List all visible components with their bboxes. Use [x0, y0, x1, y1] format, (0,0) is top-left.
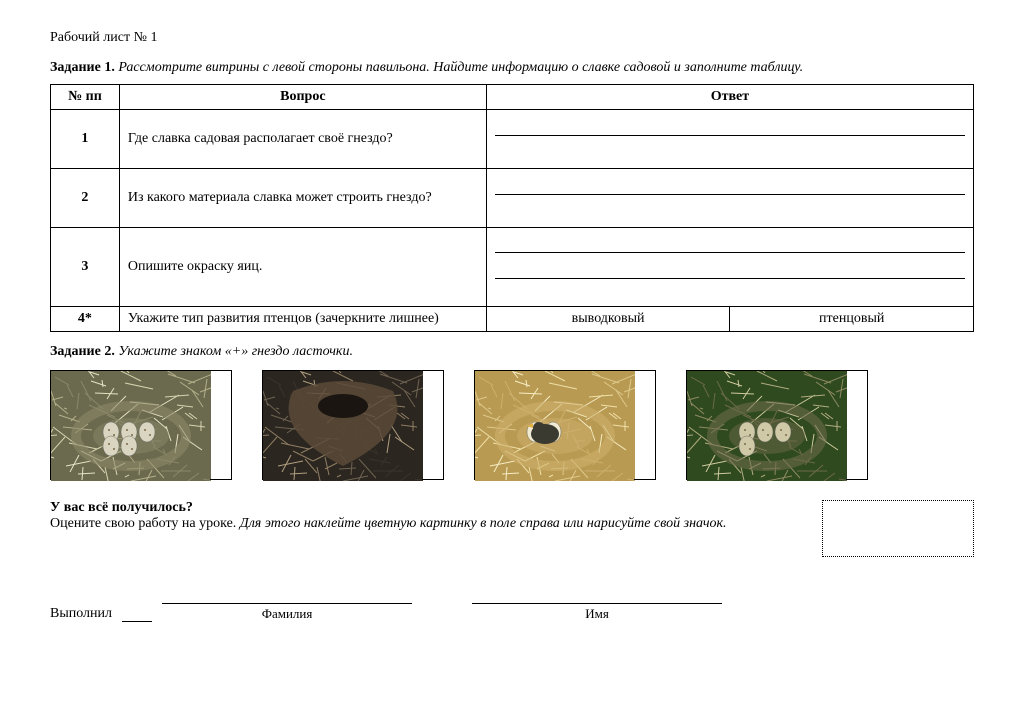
nest-4-checkbox[interactable]	[846, 370, 868, 480]
col-answer-header: Ответ	[486, 85, 973, 110]
answer-cell[interactable]	[486, 228, 973, 307]
name-label: Имя	[585, 606, 609, 622]
table-row: 2 Из какого материала славка может строи…	[51, 169, 974, 228]
row-question: Укажите тип развития птенцов (зачеркните…	[119, 307, 486, 332]
name-line[interactable]	[472, 587, 722, 604]
row-question: Опишите окраску яиц.	[119, 228, 486, 307]
row-question: Где славка садовая располагает своё гнез…	[119, 110, 486, 169]
nest-3-image	[474, 370, 634, 480]
task2-label: Задание 2.	[50, 344, 115, 359]
row-number: 3	[51, 228, 120, 307]
evaluation-block: У вас всё получилось? Оцените свою работ…	[50, 500, 974, 557]
task2-heading: Задание 2. Укажите знаком «+» гнездо лас…	[50, 344, 974, 360]
evaluation-instruction: Оцените свою работу на уроке. Для этого …	[50, 516, 727, 532]
nest-option	[686, 370, 868, 480]
worksheet-title: Рабочий лист № 1	[50, 30, 974, 46]
row-question: Из какого материала славка может строить…	[119, 169, 486, 228]
nest-3-checkbox[interactable]	[634, 370, 656, 480]
table-row: 4* Укажите тип развития птенцов (зачеркн…	[51, 307, 974, 332]
evaluation-sticker-box[interactable]	[822, 500, 974, 557]
task1-text: Рассмотрите витрины с левой стороны пави…	[118, 60, 803, 75]
table-row: 3 Опишите окраску яиц.	[51, 228, 974, 307]
nest-1-image	[50, 370, 210, 480]
evaluation-instr-italic: Для этого наклейте цветную картинку в по…	[240, 516, 727, 531]
task2-text: Укажите знаком «+» гнездо ласточки.	[118, 344, 353, 359]
evaluation-text: У вас всё получилось? Оцените свою работ…	[50, 500, 727, 532]
col-number-header: № пп	[51, 85, 120, 110]
row-number: 1	[51, 110, 120, 169]
col-question-header: Вопрос	[119, 85, 486, 110]
task1-table: № пп Вопрос Ответ 1 Где славка садовая р…	[50, 84, 974, 332]
evaluation-question: У вас всё получилось?	[50, 500, 727, 516]
answer-cell[interactable]	[486, 110, 973, 169]
nest-1-checkbox[interactable]	[210, 370, 232, 480]
nest-4-image	[686, 370, 846, 480]
row-number: 4*	[51, 307, 120, 332]
row-number: 2	[51, 169, 120, 228]
surname-field: Фамилия	[162, 587, 412, 622]
name-field: Имя	[472, 587, 722, 622]
nest-2-image	[262, 370, 422, 480]
choice-ptentsovyi[interactable]: птенцовый	[730, 307, 974, 332]
nest-option	[262, 370, 444, 480]
nest-2-checkbox[interactable]	[422, 370, 444, 480]
performed-blank[interactable]	[122, 605, 152, 622]
nest-options-row	[50, 370, 974, 480]
task1-label: Задание 1.	[50, 60, 115, 75]
surname-line[interactable]	[162, 587, 412, 604]
table-header-row: № пп Вопрос Ответ	[51, 85, 974, 110]
surname-label: Фамилия	[262, 606, 313, 622]
signature-row: Выполнил Фамилия Имя	[50, 587, 974, 622]
answer-cell[interactable]	[486, 169, 973, 228]
table-row: 1 Где славка садовая располагает своё гн…	[51, 110, 974, 169]
evaluation-instr-prefix: Оцените свою работу на уроке.	[50, 516, 240, 531]
nest-option	[50, 370, 232, 480]
choice-vyvodkovyi[interactable]: выводковый	[486, 307, 730, 332]
task1-heading: Задание 1. Рассмотрите витрины с левой с…	[50, 60, 974, 76]
performed-label: Выполнил	[50, 606, 112, 622]
nest-option	[474, 370, 656, 480]
